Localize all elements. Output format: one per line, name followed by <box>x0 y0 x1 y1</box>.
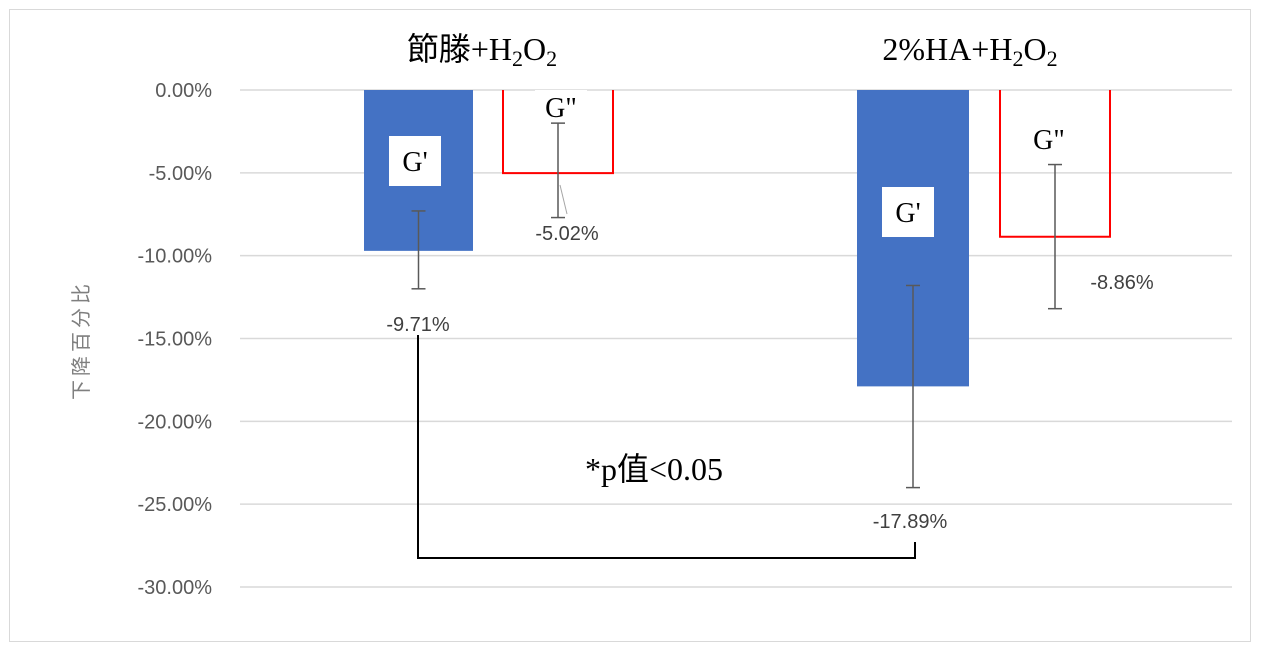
group-title: 2%HA+H2O2 <box>882 31 1057 71</box>
bar-series-label: G" <box>1033 125 1065 156</box>
y-tick-label: -10.00% <box>138 246 213 268</box>
y-tick-label: -25.00% <box>138 494 213 516</box>
group-title: 節滕+H2O2 <box>407 31 557 71</box>
data-label: -9.71% <box>386 314 450 336</box>
y-tick-label: -20.00% <box>138 411 213 433</box>
data-label: -5.02% <box>535 223 599 245</box>
data-label: -8.86% <box>1090 272 1154 294</box>
bracket-line <box>417 335 916 559</box>
y-tick-label: 0.00% <box>155 80 212 102</box>
bar-label-box <box>535 90 587 124</box>
group-title-part: 2%HA+H <box>882 31 1012 67</box>
y-tick-label: -30.00% <box>138 577 213 599</box>
bar-label-box <box>1023 114 1075 164</box>
y-axis: 0.00% -5.00% -10.00% -15.00% -20.00% -25.00% -… <box>138 80 213 599</box>
significance-bracket: *p值<0.05 <box>417 335 916 559</box>
group-title-part: 2 <box>512 46 523 71</box>
group-title-part: 節滕+H <box>407 31 512 67</box>
bar-series-label: G" <box>545 93 577 124</box>
y-tick-label: -15.00% <box>138 329 213 351</box>
group-title-part: 2 <box>1012 46 1023 71</box>
group-title-part: O <box>1023 31 1046 67</box>
bars: G' -9.71% G" -5.02% G' -17.89% G" -8.86% <box>364 90 1154 533</box>
significance-label: *p值<0.05 <box>585 451 723 487</box>
data-label: -17.89% <box>873 511 948 533</box>
group-title-part: 2 <box>1047 46 1058 71</box>
bar-label-box <box>389 136 441 186</box>
bar-series-label: G' <box>895 198 920 229</box>
bar-label-box <box>882 187 934 237</box>
bar-series-label: G' <box>402 147 427 178</box>
label-leader-line <box>559 184 568 215</box>
y-axis-label: 下降百分比 <box>69 280 93 400</box>
group-title-part: 2 <box>546 46 557 71</box>
group-titles: 節滕+H2O2 2%HA+H2O2 <box>407 31 1058 71</box>
group-title-part: O <box>523 31 546 67</box>
y-tick-label: -5.00% <box>149 163 213 185</box>
